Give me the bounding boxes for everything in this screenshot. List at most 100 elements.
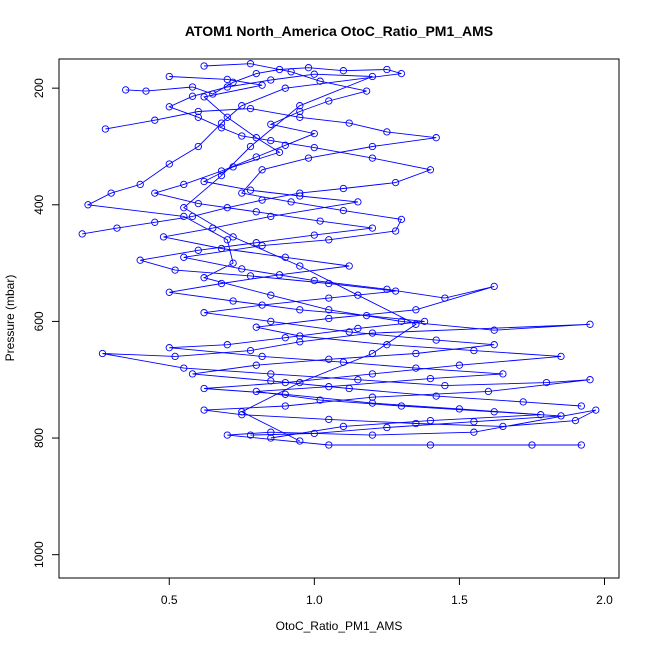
data-point	[252, 239, 260, 247]
data-point	[345, 384, 353, 393]
data-point	[101, 125, 110, 133]
data-point	[267, 291, 275, 299]
data-point	[592, 406, 600, 414]
data-point	[238, 265, 246, 273]
data-point	[368, 349, 377, 358]
data-point	[98, 349, 107, 358]
data-point	[287, 198, 295, 206]
data-point	[180, 212, 188, 221]
data-point	[188, 370, 197, 378]
data-point	[136, 180, 144, 189]
data-point	[281, 141, 289, 149]
data-point	[151, 116, 159, 124]
data-point	[577, 441, 585, 449]
data-point	[325, 306, 333, 314]
y-tick-label: 1000	[32, 541, 46, 568]
data-point	[368, 142, 377, 151]
data-point	[267, 317, 275, 326]
data-point	[455, 405, 464, 413]
data-point	[383, 128, 391, 136]
data-point	[165, 160, 173, 168]
series-2-line	[105, 108, 562, 439]
data-point	[441, 381, 449, 390]
data-point	[412, 364, 420, 372]
data-point	[223, 75, 231, 84]
data-point	[229, 78, 237, 86]
data-point	[200, 384, 208, 393]
data-point	[368, 431, 377, 439]
x-tick-label: 1.0	[306, 593, 323, 607]
data-point	[267, 76, 275, 84]
data-point	[368, 72, 377, 81]
data-point	[267, 120, 275, 128]
data-point	[188, 212, 197, 221]
data-point	[281, 84, 289, 92]
data-point	[217, 279, 226, 288]
data-point	[258, 81, 266, 89]
data-point	[426, 166, 435, 174]
data-point	[113, 224, 121, 232]
series-2	[101, 104, 565, 442]
data-point	[368, 370, 377, 378]
series-1-line	[86, 67, 597, 446]
data-point	[246, 346, 255, 355]
data-point	[412, 349, 420, 358]
data-point	[267, 212, 275, 221]
data-point	[304, 64, 313, 72]
data-point	[426, 374, 435, 383]
data-point	[345, 262, 353, 270]
data-point	[180, 180, 188, 189]
data-point	[412, 306, 420, 314]
data-point	[194, 142, 202, 151]
data-point	[281, 402, 289, 410]
data-point	[200, 93, 208, 101]
data-point	[432, 134, 440, 142]
data-point	[432, 336, 440, 344]
data-point	[258, 241, 266, 250]
data-point	[339, 422, 348, 431]
data-point	[188, 92, 197, 100]
data-point	[383, 65, 391, 74]
data-point	[275, 65, 284, 74]
data-point	[246, 142, 255, 151]
series-1	[84, 64, 600, 449]
data-point	[426, 416, 435, 425]
data-point	[296, 107, 304, 116]
data-point	[383, 423, 391, 432]
data-point	[441, 294, 449, 302]
series-4	[136, 60, 585, 410]
data-point	[325, 97, 333, 105]
data-point	[267, 136, 275, 145]
data-point	[287, 68, 295, 76]
data-point	[499, 422, 507, 431]
data-point	[412, 320, 420, 328]
data-point	[267, 370, 275, 378]
data-point	[586, 376, 594, 384]
data-point	[223, 113, 231, 121]
data-point	[420, 317, 429, 326]
data-point	[252, 208, 260, 216]
data-point	[316, 217, 324, 225]
data-point	[194, 107, 202, 116]
data-point	[316, 77, 324, 85]
data-point	[296, 338, 304, 346]
series-3	[159, 72, 565, 439]
data-point	[194, 199, 202, 208]
y-tick-label: 200	[32, 78, 46, 98]
x-tick-label: 1.5	[451, 593, 468, 607]
data-point	[258, 166, 266, 174]
data-point	[238, 189, 246, 197]
data-point	[252, 69, 260, 78]
data-point	[180, 253, 188, 261]
data-point	[490, 282, 498, 291]
data-point	[571, 416, 580, 425]
data-point	[412, 419, 420, 428]
data-point	[586, 320, 594, 328]
data-point	[281, 334, 289, 342]
data-point	[194, 246, 202, 254]
data-point	[171, 352, 179, 361]
data-point	[151, 189, 159, 197]
data-point	[252, 153, 260, 161]
data-point	[223, 431, 231, 439]
data-point	[455, 361, 464, 369]
